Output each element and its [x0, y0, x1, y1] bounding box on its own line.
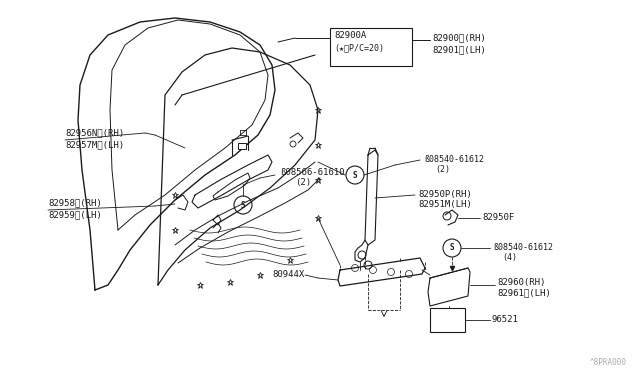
Text: 82960(RH): 82960(RH) [497, 278, 545, 287]
Text: 82959　(LH): 82959 (LH) [48, 210, 102, 219]
Text: 80944X: 80944X [273, 270, 305, 279]
FancyBboxPatch shape [430, 308, 465, 332]
Text: ß08566-61610: ß08566-61610 [280, 168, 344, 177]
Text: 82901　(LH): 82901 (LH) [432, 45, 486, 54]
Text: ß08540-61612: ß08540-61612 [493, 243, 553, 252]
Text: 82958　(RH): 82958 (RH) [48, 198, 102, 207]
Text: ^8PRA000: ^8PRA000 [590, 358, 627, 367]
Text: 82900　(RH): 82900 (RH) [432, 33, 486, 42]
Text: 82950F: 82950F [482, 213, 515, 222]
Text: (2): (2) [435, 165, 450, 174]
Text: 82950P(RH): 82950P(RH) [418, 190, 472, 199]
Text: (4): (4) [502, 253, 517, 262]
Text: 96521: 96521 [492, 315, 519, 324]
Text: 82956N　(RH): 82956N (RH) [65, 128, 124, 137]
Text: 82961　(LH): 82961 (LH) [497, 288, 551, 297]
Bar [330, 28, 412, 66]
Text: S: S [450, 244, 454, 253]
Text: (2): (2) [295, 178, 311, 187]
Bar [238, 143, 246, 149]
Text: 82951M(LH): 82951M(LH) [418, 200, 472, 209]
Text: ß08540-61612: ß08540-61612 [424, 155, 484, 164]
Text: S: S [353, 170, 357, 180]
Text: (★先P/C=20): (★先P/C=20) [334, 43, 384, 52]
Text: 82900A: 82900A [334, 31, 366, 40]
Text: 82957M　(LH): 82957M (LH) [65, 140, 124, 149]
Text: S: S [241, 201, 245, 209]
